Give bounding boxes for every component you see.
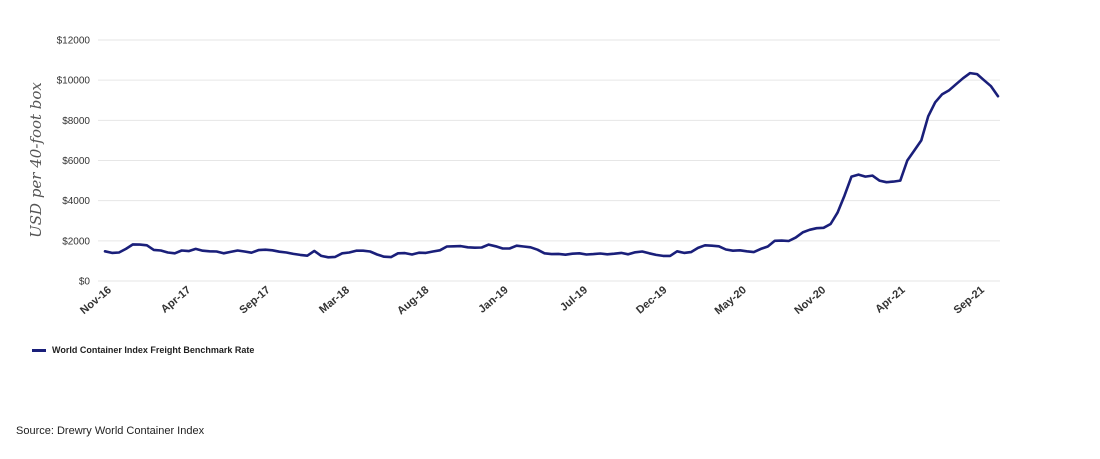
x-tick-label: Jan-19: [476, 284, 510, 316]
line-chart: $0 $2000 $4000 $6000 $8000 $10000 $12000 Nov-1…: [27, 36, 1000, 317]
x-tick-label: Sep-21: [952, 284, 987, 316]
x-tick-label: Jul-19: [558, 284, 590, 314]
x-tick-label: Sep-17: [237, 284, 272, 316]
legend-swatch: [32, 348, 46, 352]
y-tick-label: $2000: [62, 236, 90, 247]
x-tick-label: Dec-19: [634, 284, 669, 316]
x-axis-ticks: Nov-16 Apr-17 Sep-17 Mar-18 Aug-18 Jan-19 Jul-…: [78, 284, 987, 317]
x-tick-label: May-20: [713, 284, 749, 317]
y-axis-label: USD per 40-foot box: [27, 82, 45, 238]
y-tick-label: $4000: [62, 196, 90, 207]
legend-label: World Container Index Freight Benchmark …: [52, 345, 255, 355]
source-note: Source: Drewry World Container Index: [16, 425, 205, 437]
y-tick-label: $8000: [62, 116, 90, 127]
x-tick-label: Nov-16: [78, 284, 114, 317]
series-line: [103, 71, 1000, 259]
y-tick-label: $12000: [57, 36, 91, 47]
x-tick-label: Aug-18: [395, 284, 431, 317]
y-tick-label: $10000: [57, 76, 91, 87]
legend: World Container Index Freight Benchmark …: [32, 345, 254, 355]
gridlines: [98, 39, 1000, 282]
x-tick-label: Apr-17: [159, 284, 193, 316]
x-tick-label: Mar-18: [317, 284, 352, 316]
x-tick-label: Apr-21: [873, 284, 907, 316]
y-tick-label: $0: [79, 277, 91, 288]
x-tick-label: Nov-20: [792, 284, 828, 317]
y-axis-ticks: $0 $2000 $4000 $6000 $8000 $10000 $12000: [57, 36, 91, 288]
y-tick-label: $6000: [62, 156, 90, 167]
series-lines: [103, 71, 1000, 259]
